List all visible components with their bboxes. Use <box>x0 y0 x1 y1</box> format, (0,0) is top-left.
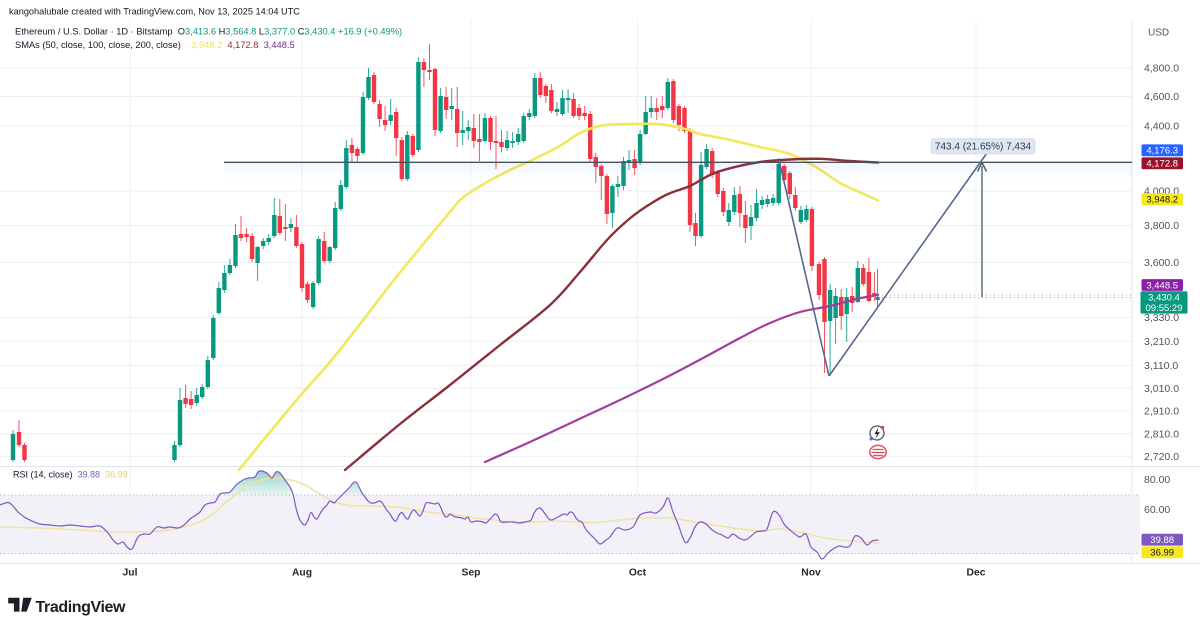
svg-text:Sep: Sep <box>462 568 481 579</box>
svg-text:4,176.3: 4,176.3 <box>1146 146 1178 157</box>
svg-text:3,010.0: 3,010.0 <box>1144 383 1179 395</box>
svg-text:Nov: Nov <box>801 568 821 579</box>
svg-text:3,448.5: 3,448.5 <box>1146 280 1178 291</box>
svg-text:09:55:29: 09:55:29 <box>1146 303 1183 314</box>
svg-text:Oct: Oct <box>629 568 647 579</box>
svg-text:4,800.0: 4,800.0 <box>1144 63 1179 75</box>
svg-text:Ethereum / U.S. Dollar · 1D ·: Ethereum / U.S. Dollar · 1D · Bitstamp O… <box>15 26 402 36</box>
svg-text:80.00: 80.00 <box>1144 474 1170 486</box>
svg-text:3,210.0: 3,210.0 <box>1144 336 1179 348</box>
svg-text:2,910.0: 2,910.0 <box>1144 406 1179 418</box>
svg-text:3,600.0: 3,600.0 <box>1144 257 1179 269</box>
svg-text:3,948.2: 3,948.2 <box>1146 195 1178 206</box>
svg-text:3,110.0: 3,110.0 <box>1144 360 1178 372</box>
svg-text:39.88: 39.88 <box>1150 535 1174 546</box>
svg-text:60.00: 60.00 <box>1144 504 1170 516</box>
svg-text:3,800.0: 3,800.0 <box>1144 220 1179 232</box>
svg-text:USD: USD <box>1148 28 1169 39</box>
svg-text:4,400.0: 4,400.0 <box>1144 120 1179 132</box>
svg-text:4,600.0: 4,600.0 <box>1144 91 1179 103</box>
svg-text:3,430.4: 3,430.4 <box>1148 293 1180 304</box>
svg-text:TradingView: TradingView <box>36 599 127 616</box>
svg-text:36.99: 36.99 <box>1150 548 1174 559</box>
svg-text:Jul: Jul <box>123 568 138 579</box>
svg-text:2,720.0: 2,720.0 <box>1144 451 1179 463</box>
svg-text:RSI (14, close) 39.88 36.99: RSI (14, close) 39.88 36.99 <box>13 470 128 480</box>
svg-text:3,330.0: 3,330.0 <box>1144 312 1179 324</box>
svg-text:743.4 (21.65%) 7,434: 743.4 (21.65%) 7,434 <box>935 142 1032 153</box>
svg-text:Aug: Aug <box>292 568 312 579</box>
svg-text:Dec: Dec <box>967 568 986 579</box>
svg-text:2,810.0: 2,810.0 <box>1144 428 1179 440</box>
svg-text:4,172.8: 4,172.8 <box>1146 159 1178 170</box>
svg-text:kangohalubale created with Tra: kangohalubale created with TradingView.c… <box>9 7 300 17</box>
svg-text:SMAs (50, close, 100, close, 2: SMAs (50, close, 100, close, 200, close)… <box>15 40 295 50</box>
